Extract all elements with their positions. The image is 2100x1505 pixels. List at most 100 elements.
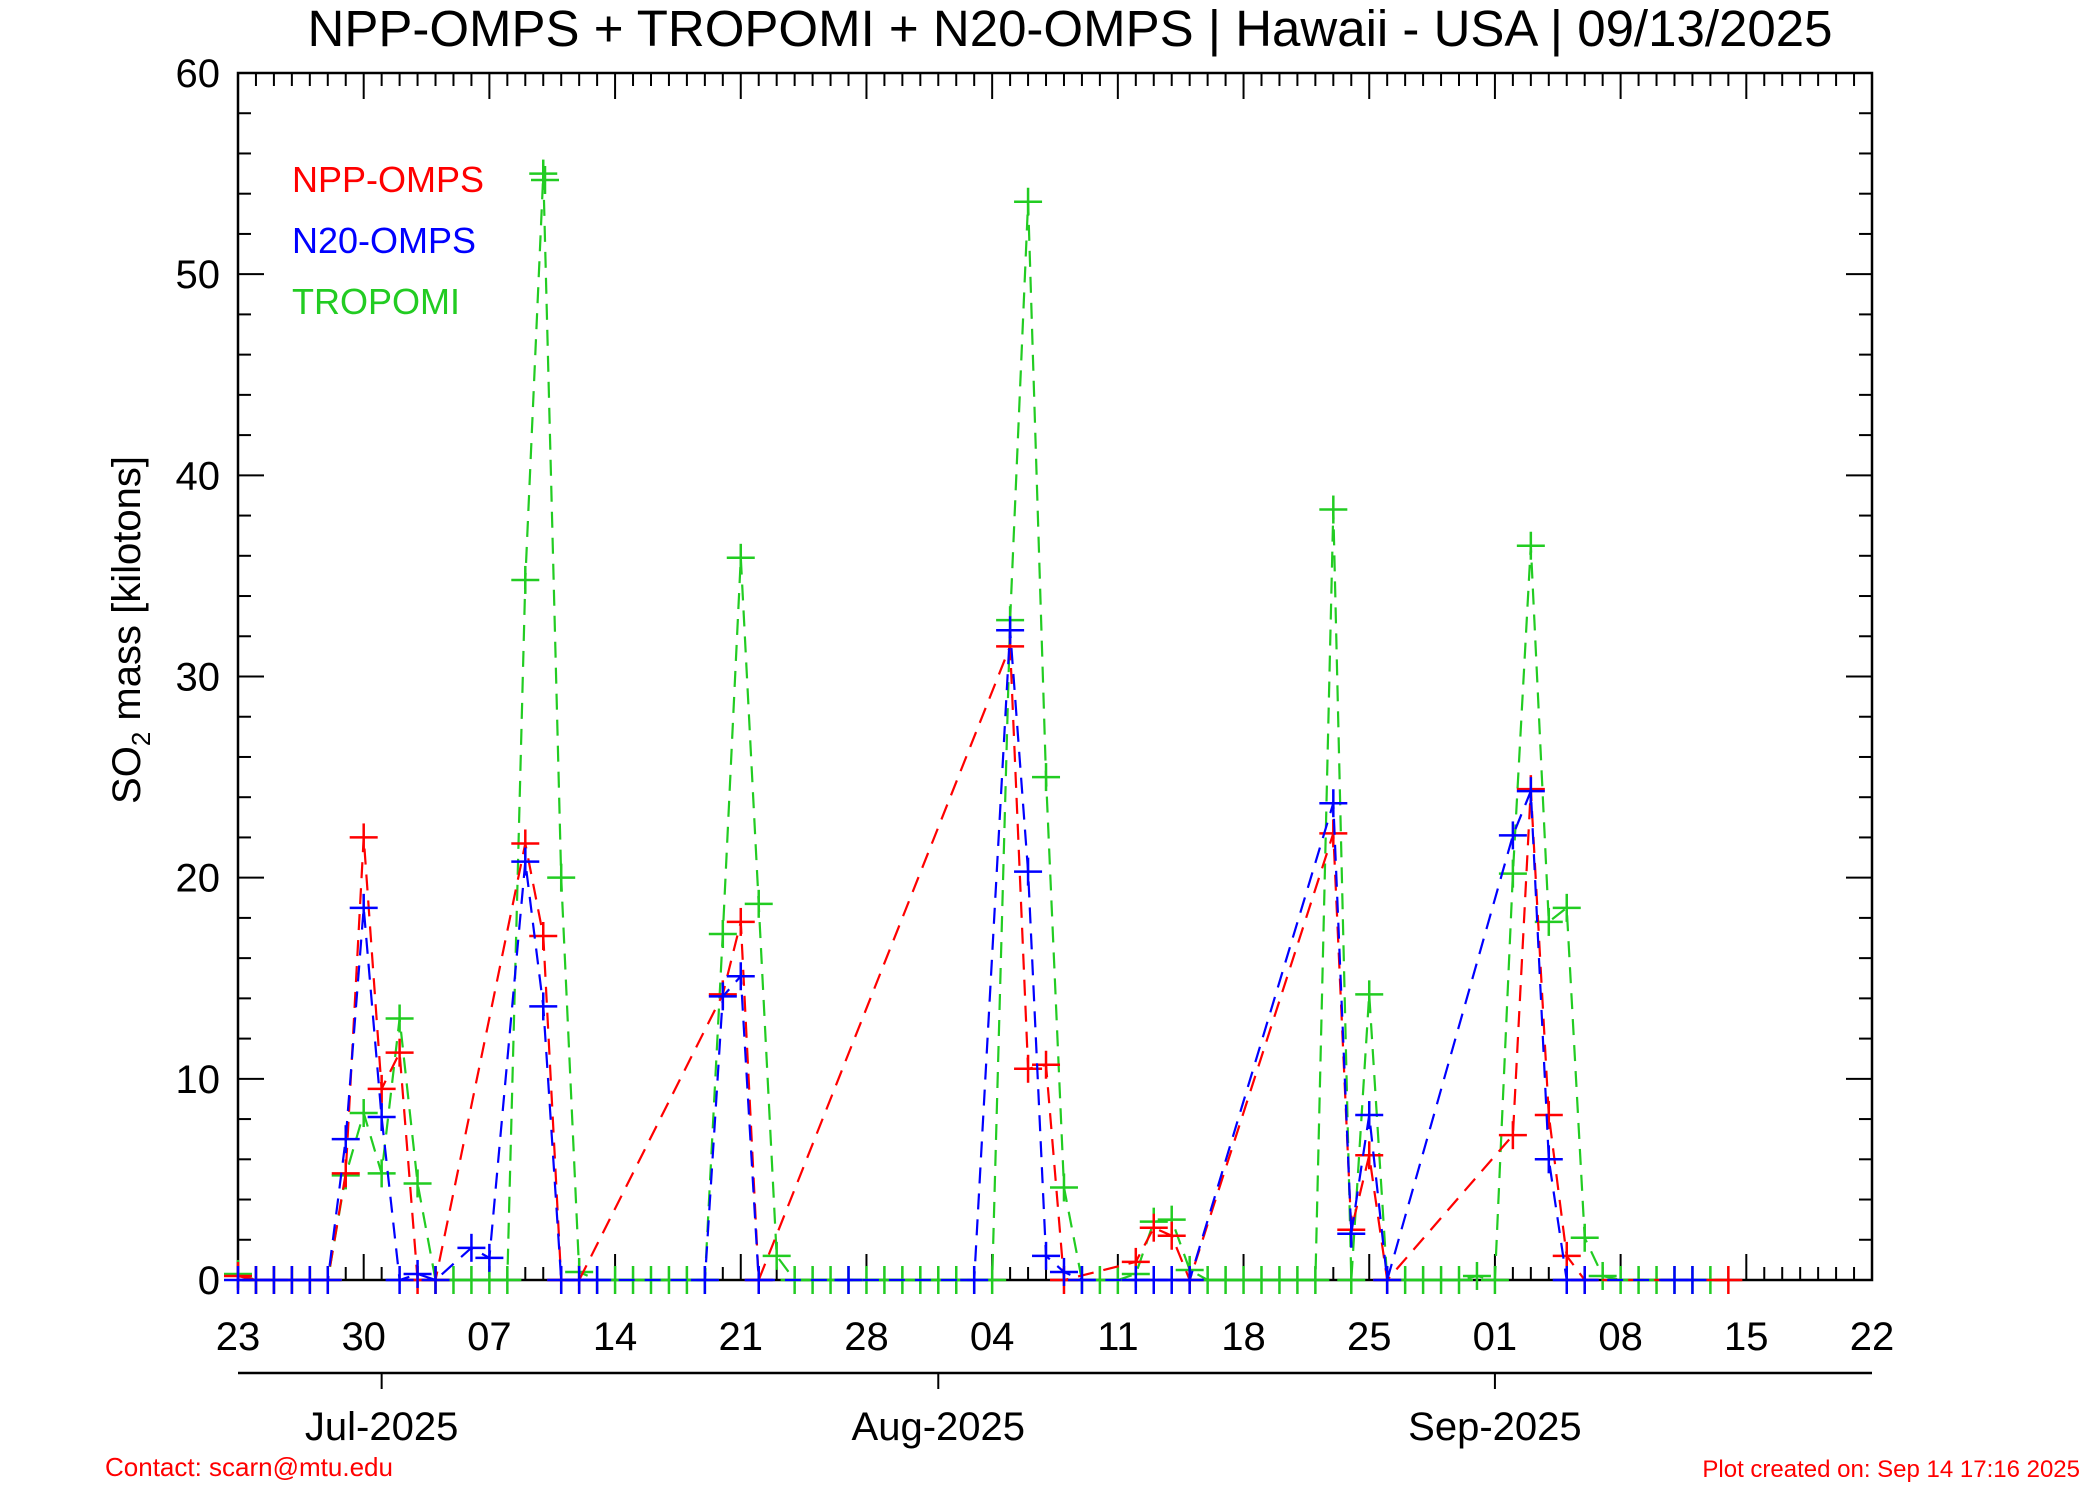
x-tick-label: 18 <box>1221 1315 1266 1359</box>
y-tick-label: 10 <box>176 1058 221 1102</box>
data-point-n20-omps <box>403 1259 432 1288</box>
data-point-n20-omps <box>367 1103 396 1132</box>
data-point-n20-omps <box>1067 1266 1096 1294</box>
data-point-n20-omps <box>690 1266 719 1294</box>
y-axis-label: SO2 mass [kilotons] <box>105 456 156 804</box>
data-point-npp-omps <box>1139 1213 1168 1242</box>
data-point-tropomi <box>1570 1223 1599 1252</box>
data-point-tropomi <box>403 1169 432 1198</box>
data-point-npp-omps <box>331 1159 360 1188</box>
data-point-n20-omps <box>583 1266 612 1294</box>
data-point-tropomi <box>547 863 576 892</box>
data-point-tropomi <box>1032 763 1061 792</box>
y-axis-label-rest: mass [kilotons] <box>105 456 149 732</box>
month-label: Aug-2025 <box>852 1405 1025 1449</box>
data-point-n20-omps <box>1678 1266 1707 1294</box>
x-tick-label: 30 <box>341 1315 386 1359</box>
data-point-tropomi <box>708 919 737 948</box>
data-point-tropomi <box>1337 1266 1366 1294</box>
data-point-tropomi <box>744 889 773 918</box>
data-point-n20-omps <box>1570 1266 1599 1294</box>
data-point-n20-omps <box>996 616 1025 645</box>
data-point-npp-omps <box>1714 1266 1743 1294</box>
data-point-n20-omps <box>313 1266 342 1294</box>
data-point-tropomi <box>1516 531 1545 560</box>
data-point-n20-omps <box>834 1266 863 1294</box>
legend-entry-tropomi: TROPOMI <box>292 281 460 322</box>
series-lines <box>224 159 1743 1294</box>
data-point-n20-omps <box>475 1243 504 1272</box>
data-point-n20-omps <box>1355 1101 1384 1130</box>
y-tick-label: 50 <box>176 253 221 297</box>
data-point-n20-omps <box>1319 789 1348 818</box>
month-label: Jul-2025 <box>305 1405 458 1449</box>
data-point-npp-omps <box>349 823 378 852</box>
data-point-npp-omps <box>385 1038 414 1067</box>
x-tick-label: 28 <box>844 1315 889 1359</box>
series-line-n20-omps <box>238 630 1693 1282</box>
data-point-n20-omps <box>421 1266 450 1294</box>
data-point-n20-omps <box>1373 1266 1402 1294</box>
x-tick-label: 07 <box>467 1315 512 1359</box>
data-point-n20-omps <box>1337 1219 1366 1248</box>
x-tick-label: 21 <box>719 1315 764 1359</box>
data-point-n20-omps <box>457 1233 486 1262</box>
data-point-tropomi <box>1049 1173 1078 1202</box>
data-point-npp-omps <box>1534 1101 1563 1130</box>
data-point-n20-omps <box>511 847 540 876</box>
data-point-tropomi <box>385 1004 414 1033</box>
data-point-tropomi <box>493 1266 522 1294</box>
data-point-tropomi <box>511 565 540 594</box>
data-point-npp-omps <box>1498 1121 1527 1150</box>
axes: 0 10 20 30 40 50 60 23 30 07 14 21 28 04 11 18 25 01 08 15 2… <box>176 52 1895 1449</box>
data-point-tropomi <box>1355 980 1384 1009</box>
data-point-n20-omps <box>708 982 737 1011</box>
y-tick-label: 30 <box>176 656 221 700</box>
data-point-n20-omps <box>385 1266 414 1294</box>
footer-created: Plot created on: Sep 14 17:16 2025 <box>1702 1456 2080 1483</box>
x-tick-label: 15 <box>1724 1315 1769 1359</box>
data-point-n20-omps <box>1175 1266 1204 1294</box>
data-point-n20-omps <box>744 1266 773 1294</box>
data-point-npp-omps <box>1157 1221 1186 1250</box>
data-point-tropomi <box>1301 1266 1330 1294</box>
legend: NPP-OMPS N20-OMPS TROPOMI <box>292 159 559 322</box>
data-point-tropomi <box>1480 1266 1509 1294</box>
y-axis-label-main: SO <box>105 746 149 804</box>
data-point-tropomi <box>762 1241 791 1270</box>
legend-entry-npp-omps: NPP-OMPS <box>292 159 484 200</box>
data-point-n20-omps <box>349 893 378 922</box>
data-point-tropomi <box>1552 893 1581 922</box>
data-point-npp-omps <box>1552 1241 1581 1270</box>
x-tick-label: 25 <box>1347 1315 1392 1359</box>
data-point-n20-omps <box>726 962 755 991</box>
data-point-tropomi <box>1462 1261 1491 1290</box>
chart-title: NPP-OMPS + TROPOMI + N20-OMPS | Hawaii -… <box>308 0 1833 57</box>
data-point-n20-omps <box>1014 857 1043 886</box>
y-tick-label: 0 <box>198 1259 220 1303</box>
footer-contact: Contact: scarn@mtu.edu <box>105 1452 393 1482</box>
data-point-n20-omps <box>331 1125 360 1154</box>
data-point-tropomi <box>367 1159 396 1188</box>
data-point-n20-omps <box>960 1266 989 1294</box>
data-point-tropomi <box>1498 859 1527 888</box>
data-point-n20-omps <box>1516 777 1545 806</box>
y-tick-label: 60 <box>176 52 221 96</box>
data-point-n20-omps <box>1498 821 1527 850</box>
data-point-npp-omps <box>726 907 755 936</box>
x-tick-label: 04 <box>970 1315 1015 1359</box>
data-point-tropomi <box>726 543 755 572</box>
x-tick-label: 22 <box>1850 1315 1895 1359</box>
data-point-tropomi <box>1014 187 1043 216</box>
x-tick-label: 14 <box>593 1315 638 1359</box>
month-label: Sep-2025 <box>1408 1405 1581 1449</box>
data-point-n20-omps <box>1032 1241 1061 1270</box>
data-point-npp-omps <box>367 1074 396 1103</box>
data-point-tropomi <box>1319 495 1348 524</box>
data-point-n20-omps <box>1534 1145 1563 1174</box>
y-tick-label: 40 <box>176 454 221 498</box>
data-point-tropomi <box>1534 907 1563 936</box>
x-tick-label: 11 <box>1097 1315 1139 1359</box>
